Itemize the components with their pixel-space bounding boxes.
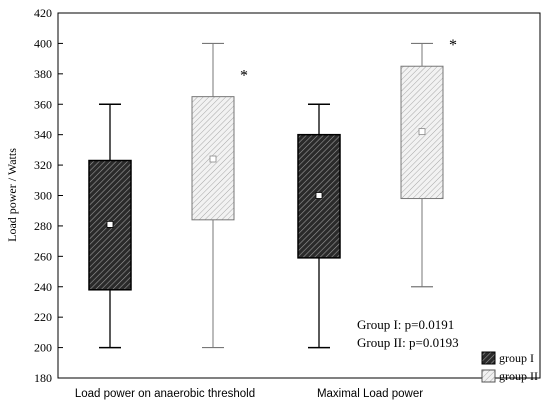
y-tick-label: 220 bbox=[34, 310, 52, 324]
y-tick-label: 420 bbox=[34, 6, 52, 20]
y-tick-label: 320 bbox=[34, 158, 52, 172]
p-value-group-2: Group II: p=0.0193 bbox=[357, 335, 459, 350]
y-tick-label: 260 bbox=[34, 249, 52, 263]
x-axis-labels: Load power on anaerobic threshold Maximal… bbox=[75, 388, 423, 400]
median-marker bbox=[418, 128, 426, 136]
box-2-group-2 bbox=[400, 42, 444, 288]
y-tick-label: 400 bbox=[34, 36, 52, 50]
y-tick-label: 240 bbox=[34, 280, 52, 294]
p-value-group-1: Group I: p=0.0191 bbox=[357, 317, 454, 332]
category-label: Load power on anaerobic threshold bbox=[75, 388, 255, 400]
y-tick-label: 340 bbox=[34, 128, 52, 142]
legend-label-group-2: group II bbox=[499, 369, 538, 383]
category-label: Maximal Load power bbox=[317, 388, 423, 400]
median-marker bbox=[106, 220, 114, 228]
box-1-group-1 bbox=[88, 103, 132, 349]
y-axis: 180 200 220 240 260 280 300 320 340 360 380 400 420 bbox=[34, 6, 63, 385]
box-2-group-1 bbox=[297, 103, 341, 349]
y-tick-label: 200 bbox=[34, 341, 52, 355]
y-tick-label: 280 bbox=[34, 219, 52, 233]
legend: group I group II bbox=[481, 351, 538, 383]
y-tick-label: 360 bbox=[34, 97, 52, 111]
significance-asterisk: * bbox=[449, 37, 457, 54]
y-axis-label: Load power / Watts bbox=[5, 148, 19, 242]
y-tick-label: 180 bbox=[34, 371, 52, 385]
box-series bbox=[88, 42, 444, 349]
legend-label-group-1: group I bbox=[499, 351, 534, 365]
median-marker bbox=[315, 192, 323, 199]
legend-swatch-group-1 bbox=[481, 351, 496, 365]
y-tick-label: 380 bbox=[34, 67, 52, 81]
legend-swatch-group-2 bbox=[481, 369, 496, 383]
y-tick-label: 300 bbox=[34, 189, 52, 203]
significance-asterisk: * bbox=[240, 68, 248, 85]
annotations: Group I: p=0.0191 Group II: p=0.0193 * * bbox=[240, 37, 459, 350]
box-1-group-2 bbox=[191, 42, 235, 349]
median-marker bbox=[209, 155, 217, 163]
